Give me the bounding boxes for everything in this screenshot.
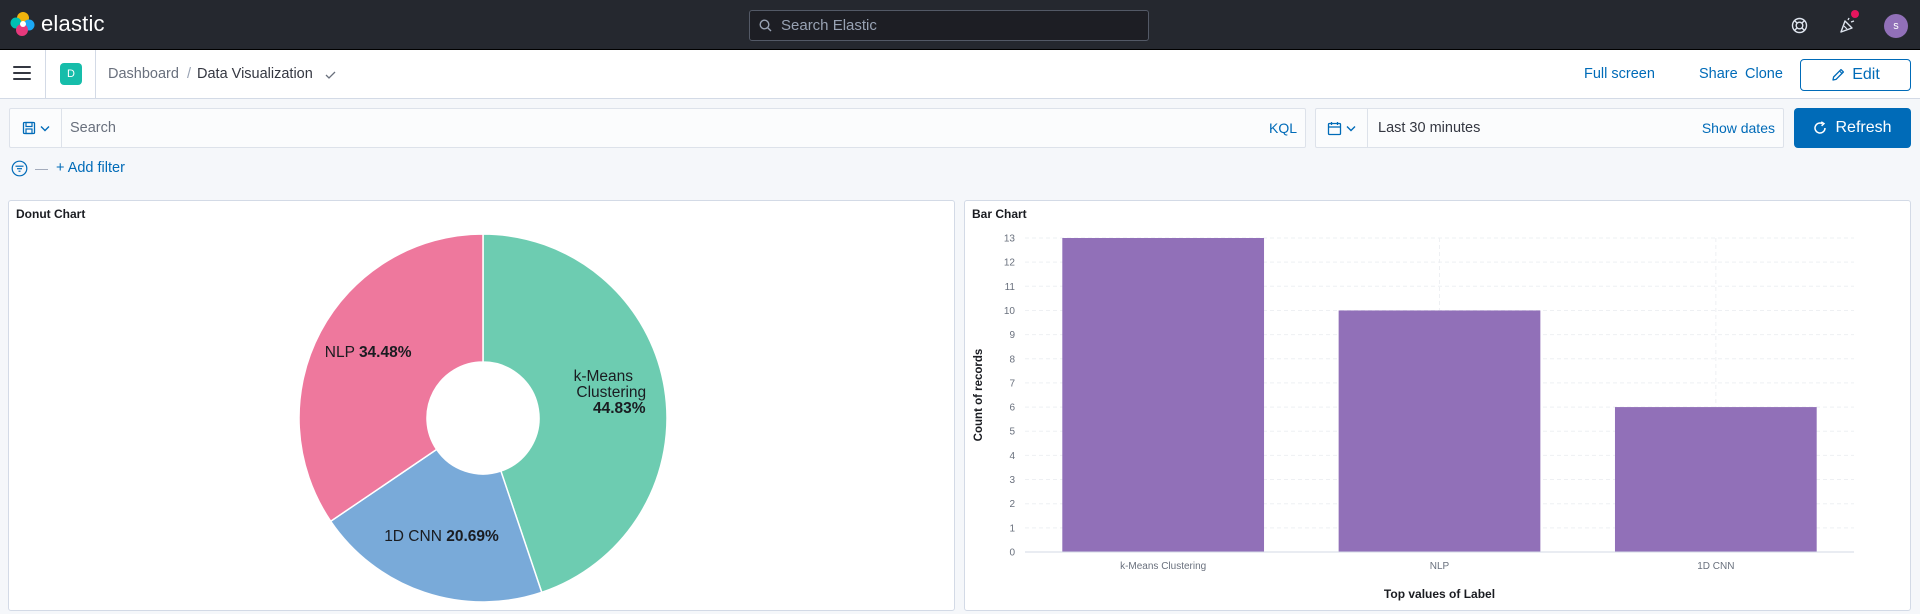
y-axis-title: Count of records [973, 349, 985, 442]
y-tick-label: 13 [1004, 234, 1016, 245]
show-dates-link[interactable]: Show dates [1701, 120, 1775, 136]
newsfeed-cheer-icon[interactable] [1835, 10, 1859, 37]
nav-divider [95, 50, 96, 98]
y-tick-label: 1 [1009, 523, 1015, 534]
donut-slice[interactable] [482, 233, 668, 594]
clone-link[interactable]: Clone [1745, 66, 1783, 82]
refresh-button-label: Refresh [1835, 119, 1892, 136]
donut-slice-label: k-Means Clustering 44.83% [574, 368, 647, 417]
add-filter-button[interactable]: + Add filter [56, 160, 125, 176]
edit-button-label: Edit [1852, 66, 1880, 83]
y-tick-label: 0 [1009, 548, 1015, 559]
global-search[interactable] [749, 10, 1149, 41]
full-screen-link[interactable]: Full screen [1584, 66, 1655, 82]
y-tick-label: 3 [1009, 475, 1015, 486]
kql-toggle[interactable]: KQL [1268, 120, 1297, 136]
x-tick-label: k-Means Clustering [1120, 561, 1206, 572]
query-bar: KQL [9, 108, 1306, 148]
nav-divider [45, 50, 46, 98]
calendar-icon [1327, 121, 1342, 135]
pencil-icon [1832, 68, 1845, 81]
breadcrumb-separator: / [187, 66, 192, 82]
y-tick-label: 9 [1009, 330, 1015, 341]
space-avatar[interactable]: D [60, 63, 82, 85]
elastic-logo-icon [10, 12, 35, 36]
save-icon [22, 121, 35, 135]
bar[interactable] [1614, 407, 1817, 552]
y-tick-label: 5 [1009, 427, 1015, 438]
y-tick-label: 7 [1009, 378, 1015, 389]
chevron-down-icon [40, 125, 49, 131]
refresh-button[interactable]: Refresh [1794, 108, 1911, 148]
bar[interactable] [1338, 310, 1541, 552]
saved-query-button[interactable] [10, 109, 62, 147]
donut-chart: k-Means Clustering 44.83% 1D CNN 20.69% NLP … [298, 233, 668, 603]
donut-slice-label: 1D CNN 20.69% [384, 528, 499, 545]
y-tick-label: 10 [1004, 306, 1016, 317]
user-avatar[interactable]: s [1884, 14, 1908, 38]
brand-name: elastic [41, 11, 105, 36]
share-link[interactable]: Share [1699, 66, 1738, 82]
breadcrumb-dashboard[interactable]: Dashboard [108, 66, 179, 82]
quick-date-menu-button[interactable] [1316, 109, 1368, 147]
breadcrumb-current[interactable]: Data Visualization [197, 66, 313, 82]
help-lifebuoy-icon[interactable] [1787, 13, 1811, 37]
y-tick-label: 4 [1009, 451, 1015, 462]
check-icon [325, 71, 336, 79]
y-tick-label: 11 [1005, 282, 1016, 293]
notification-dot [1851, 10, 1859, 18]
chevron-down-icon [1346, 125, 1356, 131]
menu-icon[interactable] [13, 66, 31, 82]
global-search-input[interactable] [781, 11, 1141, 40]
breadcrumb-bar: D Dashboard / Data Visualization Full sc… [0, 50, 1920, 99]
x-tick-label: NLP [1430, 561, 1450, 572]
query-search-input[interactable] [70, 109, 1170, 147]
global-header: elastic s [0, 0, 1920, 50]
y-tick-label: 8 [1009, 354, 1015, 365]
x-tick-label: 1D CNN [1697, 561, 1734, 572]
filter-row: — + Add filter [11, 159, 125, 177]
x-axis-title: Top values of Label [1384, 587, 1495, 601]
refresh-icon [1814, 121, 1827, 134]
y-tick-label: 6 [1009, 403, 1015, 414]
date-picker: Last 30 minutes Show dates [1315, 108, 1784, 148]
filter-options-icon[interactable] [11, 160, 28, 177]
search-icon [759, 19, 772, 32]
panel-title: Donut Chart [16, 207, 86, 221]
bar[interactable] [1062, 238, 1265, 552]
edit-button[interactable]: Edit [1800, 59, 1911, 91]
bar-chart-panel: Bar Chart 0 1 2 3 4 5 6 7 8 9 10 11 12 13 k-Means Clus… [964, 200, 1911, 611]
time-range-text[interactable]: Last 30 minutes [1378, 120, 1481, 136]
donut-slice[interactable] [329, 448, 543, 603]
donut-chart-panel: Donut Chart k-Means Clustering 44.83% 1D CN… [8, 200, 955, 611]
donut-slice-label: NLP 34.48% [325, 344, 412, 361]
y-tick-label: 2 [1009, 499, 1015, 510]
elastic-logo[interactable]: elastic [10, 11, 105, 37]
filter-separator: — [35, 160, 48, 176]
donut-slice[interactable] [298, 233, 484, 523]
y-tick-label: 12 [1004, 258, 1016, 269]
panel-title: Bar Chart [972, 207, 1027, 221]
